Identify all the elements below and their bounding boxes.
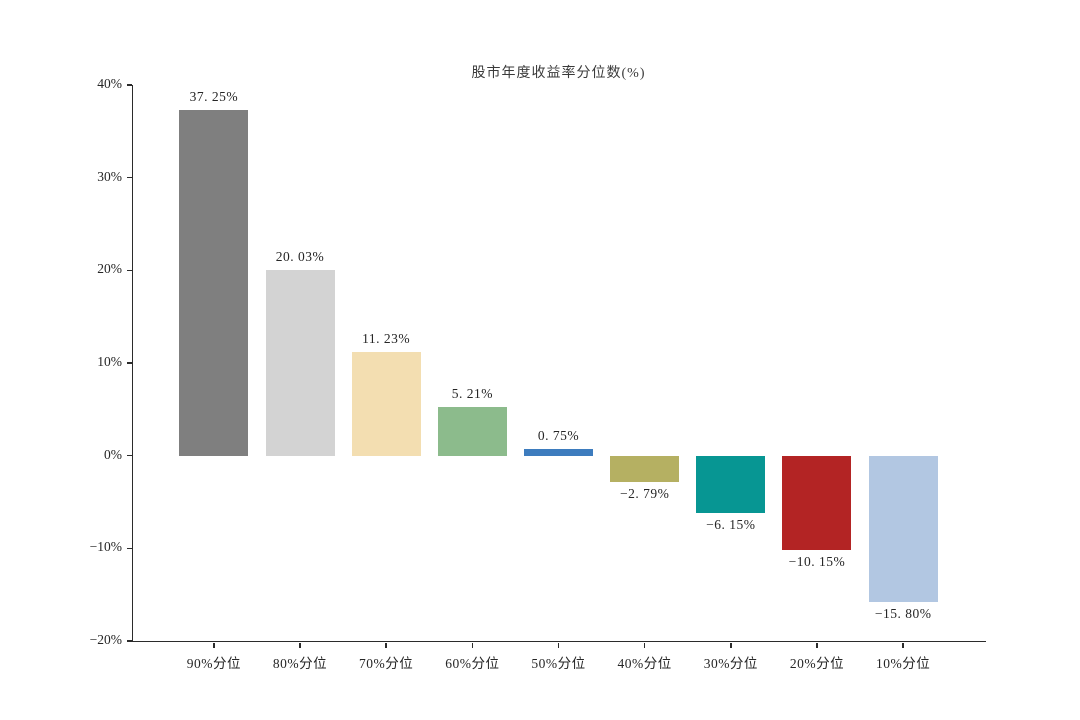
bar [351,351,421,456]
x-tick-mark [299,642,301,648]
bar-value-label: −2. 79% [619,485,670,501]
bar-value-label: 0. 75% [537,427,580,443]
y-tick-mark [127,176,132,179]
bar-value-label: 11. 23% [362,330,411,346]
y-tick-label: 20% [97,261,122,277]
x-tick-mark [902,642,904,648]
bar [782,455,852,550]
chart-title: 股市年度收益率分位数(%) [471,66,646,81]
plot-area [132,85,986,642]
y-tick-label: 10% [97,354,122,369]
y-tick-label: 40% [97,76,122,91]
y-tick-label: −20% [89,632,122,647]
y-tick-label: 30% [97,168,122,184]
y-tick-mark [127,269,132,272]
x-tick-label: 70%分位 [359,656,414,671]
x-tick-label: 50%分位 [531,656,586,671]
x-tick-mark [730,642,732,648]
x-tick-label: 60%分位 [445,656,500,671]
x-tick-mark [213,642,215,648]
bar [265,270,335,456]
x-tick-label: 80%分位 [272,656,328,671]
bar-value-label: 37. 25% [189,89,239,105]
x-tick-label: 40%分位 [617,656,672,671]
bar [610,455,680,482]
bar-value-label: 20. 03% [275,249,325,265]
x-tick-mark [385,642,387,648]
x-tick-mark [643,642,646,648]
bar [696,455,766,513]
x-tick-label: 30%分位 [703,656,758,671]
bar-value-label: −10. 15% [788,553,846,569]
x-tick-label: 20%分位 [789,656,845,671]
x-tick-label: 90%分位 [186,656,241,671]
x-tick-label: 10%分位 [876,656,931,671]
y-tick-label: −10% [89,539,122,555]
bar [437,407,507,456]
y-tick-label: 0% [104,446,122,462]
bar [868,455,938,603]
bar [524,448,593,456]
x-tick-mark [471,642,474,648]
y-tick-mark [127,454,132,457]
bar-value-label: 5. 21% [451,386,493,402]
y-tick-mark [127,547,132,550]
y-tick-mark [127,84,132,86]
y-tick-mark [127,362,132,364]
bar [179,110,249,456]
bar-value-label: −15. 80% [874,606,932,622]
bar-value-label: −6. 15% [706,516,756,532]
y-tick-mark [127,640,132,642]
x-tick-mark [816,642,818,648]
x-tick-mark [557,642,560,648]
